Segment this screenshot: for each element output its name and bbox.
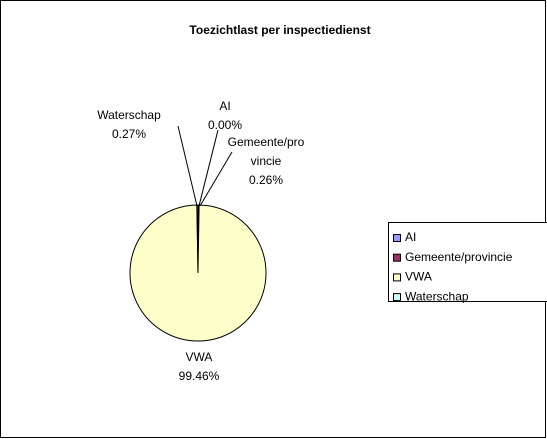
data-label-value: 0.27% [111, 127, 147, 141]
data-label: Gemeente/provincie 0.26% [226, 133, 306, 190]
data-label-category: Waterschap [97, 108, 161, 122]
chart-title: Toezichtlast per inspectiedienst [189, 23, 370, 37]
legend-swatch [393, 234, 401, 242]
leader-line [198, 129, 219, 207]
legend-swatch [393, 273, 401, 282]
leader-line [199, 151, 233, 207]
pie-slice [129, 204, 267, 342]
legend-label: Waterschap [405, 289, 469, 303]
data-label-value: 99.46% [178, 369, 220, 383]
legend-label: AI [405, 230, 416, 244]
leader-line [177, 125, 198, 207]
data-label: VWA 99.46% [169, 348, 229, 386]
legend-swatch [393, 293, 401, 302]
data-label-category: AI [219, 99, 231, 113]
data-label: AI 0.00% [195, 97, 255, 135]
legend-swatch [393, 253, 401, 262]
data-label: Waterschap 0.27% [89, 106, 169, 144]
data-label-value: 0.00% [207, 118, 243, 132]
legend-label: Gemeente/provincie [405, 250, 513, 264]
data-label-value: 0.26% [248, 173, 284, 187]
data-label-category: VWA [185, 350, 213, 364]
legend-box [388, 222, 547, 302]
data-label-category: Gemeente/provincie [227, 135, 305, 168]
legend-label: VWA [405, 270, 432, 284]
